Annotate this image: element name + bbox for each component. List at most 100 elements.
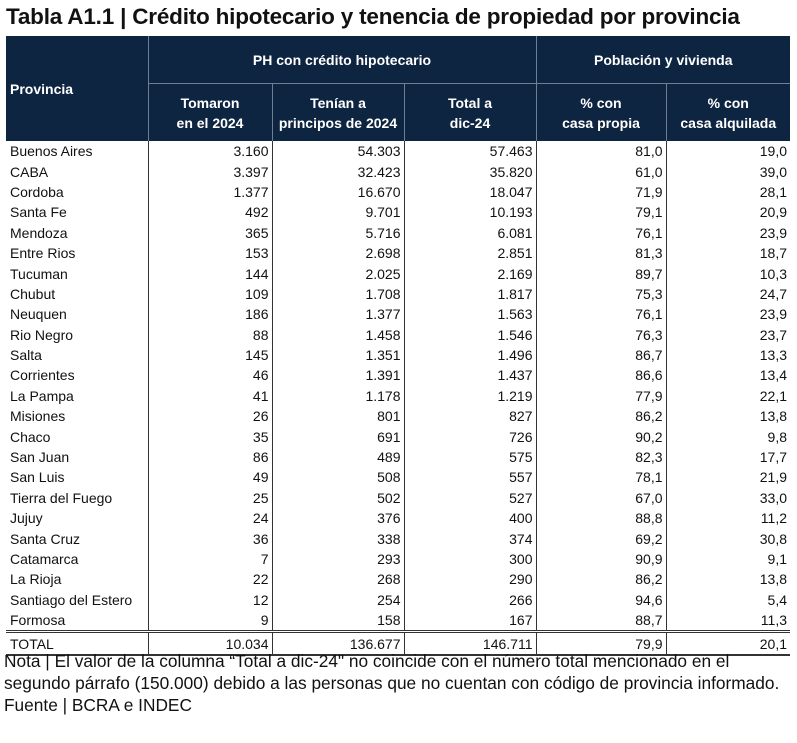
value-cell: 21,9 [759, 469, 787, 486]
value-cell: 186 [148, 304, 273, 325]
table-row: Buenos Aires 3.160 54.303 57.463 81,0 19,0 [6, 141, 790, 162]
column-header-line: principos de 2024 [278, 114, 398, 131]
value-cell: 35 [148, 426, 273, 447]
table-row: Tucuman 144 2.025 2.169 89,7 10,3 [6, 263, 790, 284]
value-cell: 88,8 [536, 508, 667, 529]
province-cell: Jujuy [6, 508, 149, 529]
value-cell: 7 [148, 548, 273, 570]
column-header-line: dic-24 [449, 114, 491, 131]
column-header: Total a dic-24 [404, 83, 537, 141]
value-cell: 94,6 [536, 589, 667, 610]
data-table: Provincia PH con crédito hipotecario Pob… [6, 36, 790, 656]
province-cell: CABA [6, 161, 149, 182]
value-cell: 1.219 [404, 385, 537, 407]
province-cell: Tucuman [6, 263, 149, 284]
province-cell: Chaco [6, 426, 149, 447]
value-cell: 23,9 [759, 306, 787, 323]
value-cell: 300 [404, 548, 537, 570]
value-cell: 376 [272, 508, 405, 529]
value-cell: 145 [148, 344, 273, 366]
column-header: Tomaron en el 2024 [148, 83, 273, 141]
value-cell: 1.351 [272, 344, 405, 366]
value-cell: 71,9 [536, 181, 667, 203]
table-row: San Juan 86 489 575 82,3 17,7 [6, 446, 790, 468]
value-cell: 20,1 [666, 630, 790, 656]
value-cell: 19,0 [759, 143, 787, 160]
source-text: Fuente | BCRA e INDEC [4, 695, 192, 715]
value-cell: 76,1 [536, 222, 667, 243]
total-row: TOTAL 10.034 136.677 146.711 79,9 20,1 [6, 630, 790, 656]
value-cell: 144 [148, 263, 273, 284]
value-cell: 23,9 [759, 224, 787, 241]
value-cell: 489 [272, 446, 405, 468]
value-cell: 12 [148, 589, 273, 610]
value-cell: 1.817 [404, 283, 537, 305]
province-cell: Corrientes [6, 365, 149, 386]
value-cell: 1.178 [272, 385, 405, 407]
value-cell: 290 [404, 569, 537, 590]
value-cell: 508 [272, 467, 405, 488]
table-row: La Pampa 41 1.178 1.219 77,9 22,1 [6, 385, 790, 407]
column-header-line: Tomaron [180, 94, 240, 111]
value-cell: 88,7 [536, 609, 667, 632]
value-cell: 527 [404, 487, 537, 509]
province-cell: Entre Rios [6, 242, 149, 264]
table-row: Rio Negro 88 1.458 1.546 76,3 23,7 [6, 324, 790, 345]
table-row: Salta 145 1.351 1.496 86,7 13,3 [6, 344, 790, 366]
value-cell: 10.193 [404, 202, 537, 223]
value-cell: 1.708 [272, 283, 405, 305]
table-row: Santa Cruz 36 338 374 69,2 30,8 [6, 528, 790, 549]
value-cell: 11,2 [760, 510, 787, 527]
table-row: Entre Rios 153 2.698 2.851 81,3 18,7 [6, 242, 790, 264]
value-cell: 57.463 [404, 141, 537, 162]
table-row: Santa Fe 492 9.701 10.193 79,1 20,9 [6, 202, 790, 223]
value-cell: 9.701 [272, 202, 405, 223]
table-row: Cordoba 1.377 16.670 18.047 71,9 28,1 [6, 181, 790, 203]
value-cell: 153 [148, 242, 273, 264]
table-row: La Rioja 22 268 290 86,2 13,8 [6, 569, 790, 590]
value-cell: 1.458 [272, 324, 405, 345]
value-cell: 13,8 [759, 408, 787, 425]
value-cell: 10,3 [759, 265, 787, 282]
province-cell: TOTAL [6, 630, 149, 656]
table-title: Tabla A1.1 | Crédito hipotecario y tenen… [6, 4, 740, 29]
province-cell: La Pampa [6, 385, 149, 407]
province-cell: Neuquen [6, 304, 149, 325]
province-cell: Cordoba [6, 181, 149, 203]
value-cell: 575 [404, 446, 537, 468]
value-cell: 75,3 [536, 283, 667, 305]
value-cell: 82,3 [536, 446, 667, 468]
value-cell: 293 [272, 548, 405, 570]
value-cell: 69,2 [536, 528, 667, 549]
province-cell: Catamarca [6, 548, 149, 570]
value-cell: 76,3 [536, 324, 667, 345]
value-cell: 10.034 [148, 630, 273, 656]
value-cell: 61,0 [536, 161, 667, 182]
value-cell: 86,2 [536, 406, 667, 427]
value-cell: 23,7 [759, 326, 787, 343]
table-row: CABA 3.397 32.423 35.820 61,0 39,0 [6, 161, 790, 182]
value-cell: 35.820 [404, 161, 537, 182]
value-cell: 26 [148, 406, 273, 427]
value-cell: 90,9 [536, 548, 667, 570]
value-cell: 41 [148, 385, 273, 407]
value-cell: 46 [148, 365, 273, 386]
value-cell: 76,1 [536, 304, 667, 325]
table-row: Neuquen 186 1.377 1.563 76,1 23,9 [6, 304, 790, 325]
value-cell: 79,9 [536, 630, 667, 656]
province-cell: Santiago del Estero [6, 589, 149, 610]
value-cell: 167 [404, 609, 537, 632]
value-cell: 24 [148, 508, 273, 529]
value-cell: 22 [148, 569, 273, 590]
column-header-line: casa alquilada [680, 114, 777, 131]
value-cell: 254 [272, 589, 405, 610]
value-cell: 30,8 [759, 530, 787, 547]
province-cell: Misiones [6, 406, 149, 427]
value-cell: 11,3 [760, 612, 787, 629]
column-header: Tenían a principos de 2024 [272, 83, 405, 141]
value-cell: 6.081 [404, 222, 537, 243]
value-cell: 86 [148, 446, 273, 468]
province-cell: Mendoza [6, 222, 149, 243]
value-cell: 3.397 [148, 161, 273, 182]
value-cell: 1.391 [272, 365, 405, 386]
